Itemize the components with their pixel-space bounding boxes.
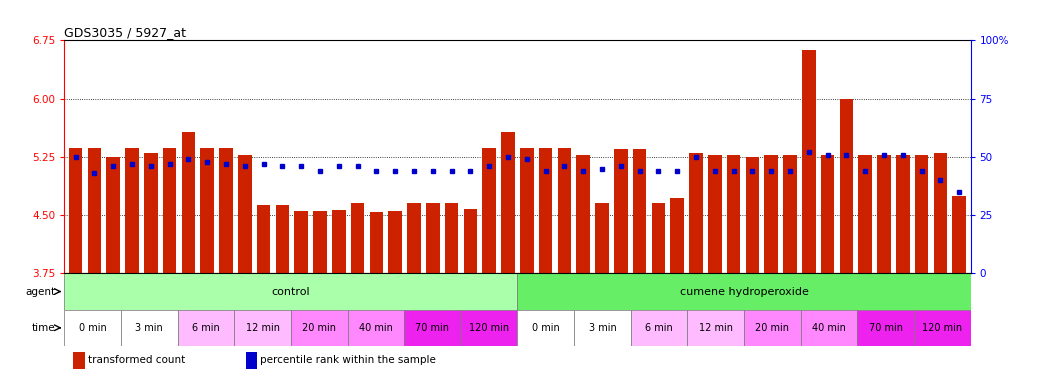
Bar <box>652 204 665 273</box>
Text: transformed count: transformed count <box>88 355 185 365</box>
Bar <box>182 132 195 273</box>
Bar <box>235 310 291 346</box>
Bar <box>914 154 928 273</box>
Bar <box>276 205 290 273</box>
Bar <box>238 155 251 273</box>
Bar <box>557 148 571 273</box>
Bar <box>744 310 800 346</box>
Bar <box>177 310 235 346</box>
Text: GDS3035 / 5927_at: GDS3035 / 5927_at <box>64 26 187 39</box>
Bar <box>87 148 101 273</box>
Bar <box>671 198 684 273</box>
Bar <box>246 352 257 369</box>
Bar <box>69 148 82 273</box>
Text: 40 min: 40 min <box>812 323 846 333</box>
Bar <box>517 273 971 310</box>
Bar <box>295 211 308 273</box>
Text: control: control <box>272 286 310 296</box>
Bar <box>126 148 139 273</box>
Bar <box>64 310 121 346</box>
Text: agent: agent <box>25 286 55 296</box>
Bar <box>351 204 364 273</box>
Bar <box>64 273 517 310</box>
Text: 120 min: 120 min <box>922 323 962 333</box>
Text: 20 min: 20 min <box>302 323 336 333</box>
Text: 40 min: 40 min <box>359 323 392 333</box>
Bar <box>200 148 214 273</box>
Bar <box>745 157 759 273</box>
Bar <box>144 153 158 273</box>
Bar <box>784 154 797 273</box>
Text: 6 min: 6 min <box>646 323 673 333</box>
Bar <box>633 149 647 273</box>
Bar <box>857 310 913 346</box>
Bar <box>291 310 348 346</box>
Bar <box>313 211 327 273</box>
Bar <box>483 148 496 273</box>
Bar <box>539 148 552 273</box>
Bar <box>461 310 517 346</box>
Text: 3 min: 3 min <box>589 323 617 333</box>
Bar <box>800 310 857 346</box>
Bar <box>107 157 120 273</box>
Bar <box>517 310 574 346</box>
Bar <box>840 99 853 273</box>
Bar <box>858 154 872 273</box>
Bar <box>727 154 740 273</box>
Text: 70 min: 70 min <box>415 323 449 333</box>
Bar <box>631 310 687 346</box>
Bar <box>595 204 609 273</box>
Bar <box>404 310 461 346</box>
Bar <box>464 209 477 273</box>
Bar <box>348 310 404 346</box>
Bar <box>877 154 891 273</box>
Bar <box>576 154 590 273</box>
Text: 120 min: 120 min <box>469 323 510 333</box>
Text: time: time <box>32 323 55 333</box>
Text: percentile rank within the sample: percentile rank within the sample <box>261 355 436 365</box>
Bar <box>802 50 816 273</box>
Text: 20 min: 20 min <box>756 323 789 333</box>
Bar <box>896 154 909 273</box>
Bar <box>708 154 721 273</box>
Bar <box>501 132 515 273</box>
Text: cumene hydroperoxide: cumene hydroperoxide <box>680 286 809 296</box>
Bar <box>614 149 628 273</box>
Text: 12 min: 12 min <box>246 323 279 333</box>
Bar <box>74 352 85 369</box>
Bar <box>121 310 177 346</box>
Bar <box>913 310 971 346</box>
Bar <box>764 155 778 273</box>
Bar <box>370 212 383 273</box>
Bar <box>934 153 948 273</box>
Bar <box>407 204 420 273</box>
Text: 0 min: 0 min <box>79 323 107 333</box>
Bar <box>687 310 744 346</box>
Bar <box>520 148 534 273</box>
Bar <box>426 204 440 273</box>
Bar <box>574 310 631 346</box>
Text: 70 min: 70 min <box>869 323 903 333</box>
Bar <box>163 148 176 273</box>
Bar <box>821 154 835 273</box>
Bar <box>953 196 966 273</box>
Text: 0 min: 0 min <box>531 323 559 333</box>
Bar <box>388 211 402 273</box>
Bar <box>332 210 346 273</box>
Bar <box>689 153 703 273</box>
Bar <box>219 148 233 273</box>
Text: 3 min: 3 min <box>135 323 163 333</box>
Text: 12 min: 12 min <box>699 323 733 333</box>
Text: 6 min: 6 min <box>192 323 220 333</box>
Bar <box>256 205 271 273</box>
Bar <box>445 204 459 273</box>
